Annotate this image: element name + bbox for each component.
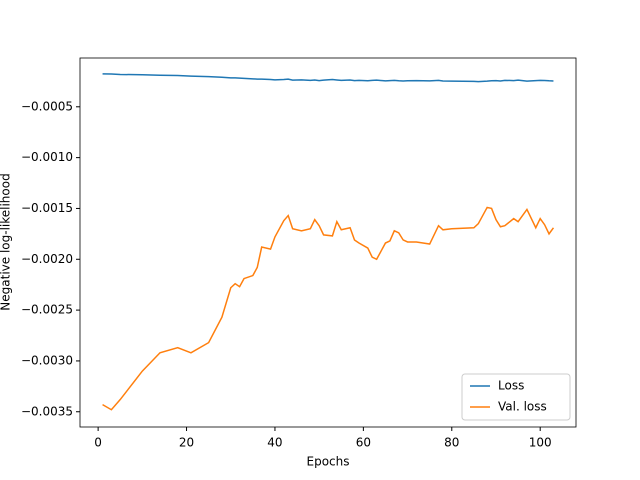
legend-label: Loss	[498, 379, 524, 393]
x-tick-label: 100	[529, 436, 552, 450]
x-axis-label: Epochs	[307, 455, 350, 469]
y-tick-label: −0.0030	[21, 353, 73, 367]
y-tick-label: −0.0015	[21, 201, 73, 215]
x-tick-label: 60	[356, 436, 371, 450]
x-tick-label: 20	[179, 436, 194, 450]
y-tick-label: −0.0020	[21, 252, 73, 266]
y-tick-label: −0.0005	[21, 99, 73, 113]
series-line	[102, 73, 554, 83]
series-line	[102, 206, 555, 411]
x-tick-label: 80	[444, 436, 459, 450]
y-tick-label: −0.0010	[21, 150, 73, 164]
y-tick-label: −0.0025	[21, 303, 73, 317]
y-axis-label: Negative log-likelihood	[0, 173, 13, 310]
plot-frame	[79, 57, 577, 428]
x-tick-label: 0	[94, 436, 102, 450]
legend-label: Val. loss	[498, 400, 547, 414]
x-tick-label: 40	[267, 436, 282, 450]
y-tick-label: −0.0035	[21, 404, 73, 418]
